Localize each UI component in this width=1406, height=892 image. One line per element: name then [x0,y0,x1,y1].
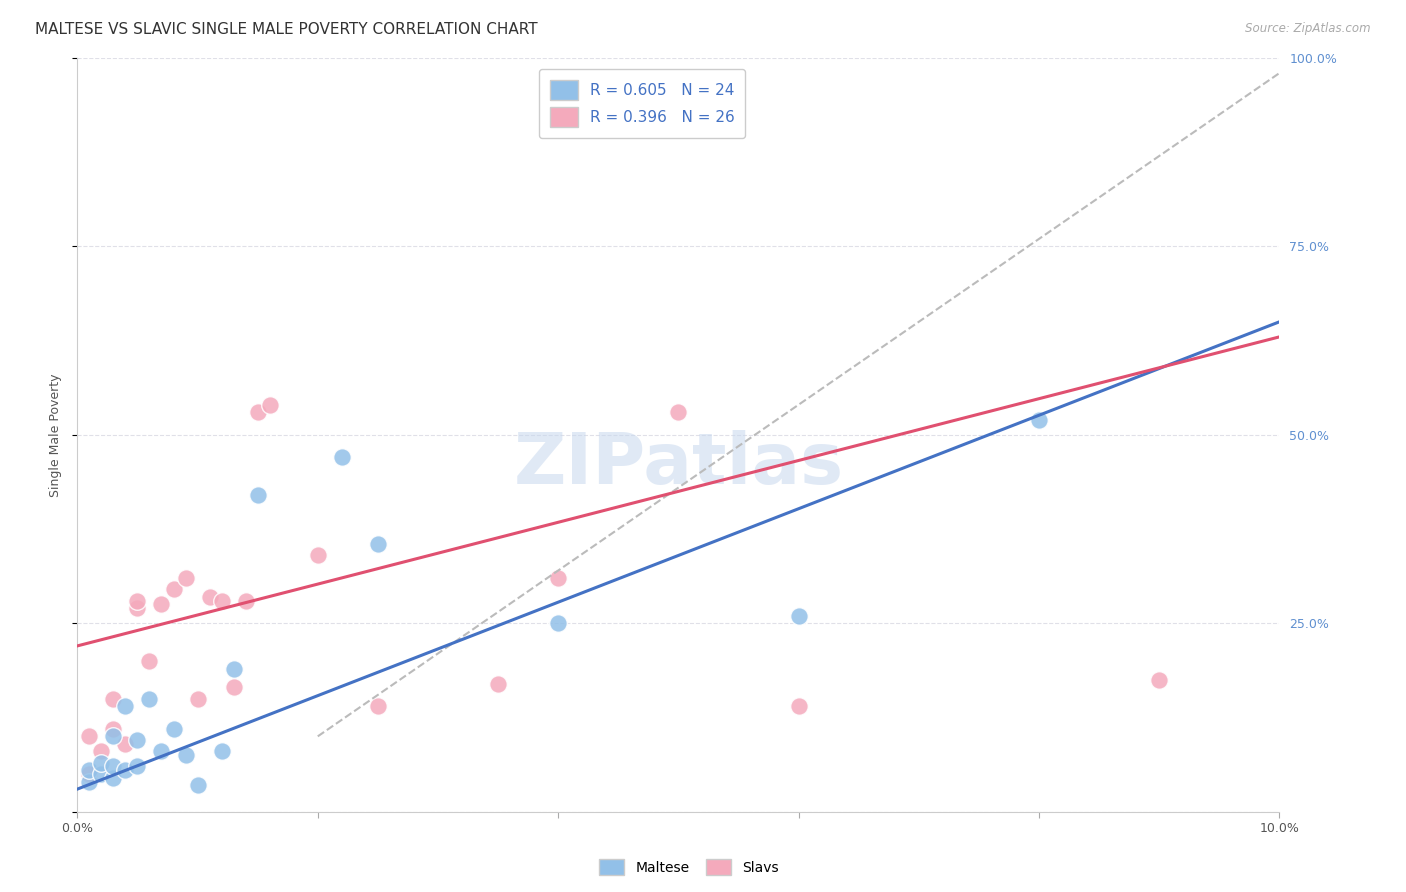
Point [114,737,136,751]
Point [150,744,173,758]
Point [103,722,125,736]
Point [211,744,233,758]
Point [79,730,101,744]
Point [486,676,509,690]
Point [162,722,184,736]
Point [547,616,569,631]
Point [150,598,173,612]
Point [246,405,269,419]
Point [90,767,112,781]
Point [174,571,197,585]
Point [235,593,257,607]
Point [367,537,389,551]
Text: Source: ZipAtlas.com: Source: ZipAtlas.com [1246,22,1371,36]
Point [1149,673,1171,687]
Point [79,774,101,789]
Point [547,571,569,585]
Point [114,699,136,714]
Point [222,681,245,695]
Point [198,590,221,604]
Text: MALTESE VS SLAVIC SINGLE MALE POVERTY CORRELATION CHART: MALTESE VS SLAVIC SINGLE MALE POVERTY CO… [35,22,537,37]
Point [246,488,269,502]
Legend: R = 0.605   N = 24, R = 0.396   N = 26: R = 0.605 N = 24, R = 0.396 N = 26 [540,70,745,137]
Point [138,691,160,706]
Point [138,654,160,668]
Point [127,733,149,747]
Point [103,691,125,706]
Point [187,691,209,706]
Point [174,748,197,763]
Point [90,756,112,770]
Point [259,398,281,412]
Point [103,759,125,773]
Point [79,764,101,778]
Point [330,450,353,465]
Point [1028,413,1050,427]
Point [90,744,112,758]
Point [367,699,389,714]
Point [162,582,184,597]
Point [222,661,245,675]
Point [127,593,149,607]
Point [187,778,209,792]
Point [668,405,690,419]
Point [79,767,101,781]
Point [114,764,136,778]
Point [787,608,810,623]
Legend: Maltese, Slavs: Maltese, Slavs [593,854,785,880]
Point [211,593,233,607]
Y-axis label: Single Male Poverty: Single Male Poverty [49,373,62,497]
Point [787,699,810,714]
Point [307,549,329,563]
Point [103,771,125,785]
Point [127,759,149,773]
Text: ZIPatlas: ZIPatlas [513,431,844,500]
Point [127,601,149,615]
Point [103,730,125,744]
